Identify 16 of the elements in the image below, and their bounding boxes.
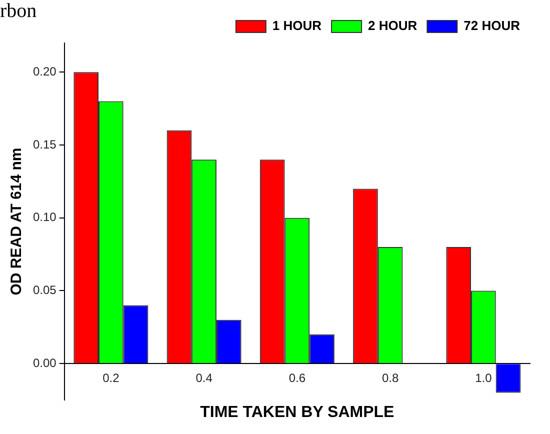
x-tick-label: 1.0 bbox=[475, 371, 492, 386]
y-tick-label: 0.15 bbox=[32, 137, 57, 152]
y-axis-title: OD READ AT 614 nm bbox=[8, 148, 26, 296]
x-tick-label: 0.2 bbox=[102, 371, 120, 386]
y-tick-label: 0.05 bbox=[32, 283, 57, 298]
legend-label: 72 HOUR bbox=[464, 18, 521, 34]
y-tick-label: 0.00 bbox=[32, 356, 57, 370]
x-tick-label: 0.4 bbox=[196, 371, 213, 386]
legend-label: 1 HOUR bbox=[272, 18, 322, 34]
text: rbon bbox=[0, 0, 37, 22]
x-tick-label: 0.8 bbox=[382, 371, 399, 386]
y-tick-label: 0.10 bbox=[32, 210, 57, 224]
legend-label: 2 HOUR bbox=[368, 18, 418, 34]
x-axis-title: TIME TAKEN BY SAMPLE bbox=[200, 404, 395, 421]
y-tick-label: 0.20 bbox=[32, 64, 57, 78]
x-tick-label: 0.6 bbox=[288, 371, 306, 386]
